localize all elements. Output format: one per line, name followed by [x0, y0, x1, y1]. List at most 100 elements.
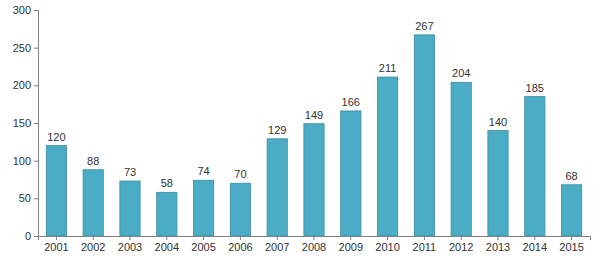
y-axis-line [34, 11, 39, 237]
x-tick-mark [350, 236, 351, 240]
x-tick-mark [130, 236, 131, 240]
x-tick: 2007 [265, 236, 289, 253]
x-axis-line [39, 237, 591, 241]
bar [451, 82, 471, 236]
bar [120, 181, 140, 236]
data-label: 88 [87, 155, 99, 167]
x-tick-mark [277, 236, 278, 240]
x-tick: 2001 [44, 236, 68, 253]
y-tick-mark [34, 161, 38, 162]
y-tick: 300 [13, 4, 38, 16]
x-tick-label: 2008 [302, 241, 326, 253]
bars [46, 35, 581, 236]
bar [304, 124, 324, 236]
x-tick: 2014 [523, 236, 547, 253]
x-tick-mark [240, 236, 241, 240]
data-label: 58 [161, 177, 173, 189]
x-tick-mark [56, 236, 57, 240]
data-label: 68 [565, 170, 577, 182]
x-tick-mark [534, 236, 535, 240]
bar [230, 183, 250, 236]
y-tick: 150 [13, 117, 38, 129]
x-tick-label: 2003 [118, 241, 142, 253]
y-tick-mark [34, 198, 38, 199]
data-label: 120 [47, 131, 65, 143]
x-tick: 2002 [81, 236, 105, 253]
x-tick-label: 2007 [265, 241, 289, 253]
y-tick-mark [34, 236, 38, 237]
x-tick-mark [387, 236, 388, 240]
y-tick-mark [34, 48, 38, 49]
y-tick-mark [34, 10, 38, 11]
bar [46, 146, 66, 236]
x-tick: 2011 [413, 236, 437, 253]
data-label: 74 [197, 165, 209, 177]
data-label: 73 [124, 166, 136, 178]
x-tick: 2004 [155, 236, 179, 253]
bar [83, 170, 103, 236]
x-tick-mark [203, 236, 204, 240]
y-tick: 250 [13, 42, 38, 54]
y-tick-label: 150 [13, 117, 31, 129]
y-tick-label: 300 [13, 4, 31, 16]
y-tick-mark [34, 123, 38, 124]
y-tick-label: 0 [25, 230, 31, 242]
x-tick-label: 2015 [559, 241, 583, 253]
x-tick-mark [498, 236, 499, 240]
data-label: 149 [305, 109, 323, 121]
x-tick-label: 2013 [486, 241, 510, 253]
y-tick-label: 100 [13, 155, 31, 167]
bar [267, 139, 287, 236]
x-tick-mark [461, 236, 462, 240]
x-tick-label: 2010 [375, 241, 399, 253]
x-tick-label: 2006 [228, 241, 252, 253]
data-label: 166 [342, 96, 360, 108]
bar [561, 185, 581, 236]
plot: 0501001502002503002001200220032004200520… [13, 4, 591, 253]
y-tick: 200 [13, 79, 38, 91]
bar [157, 192, 177, 236]
data-label: 70 [234, 168, 246, 180]
x-tick-label: 2009 [339, 241, 363, 253]
y-tick-mark [34, 85, 38, 86]
chart: 0501001502002503002001200220032004200520… [0, 0, 600, 261]
x-tick: 2008 [302, 236, 326, 253]
x-tick-mark [571, 236, 572, 240]
bar [377, 77, 397, 236]
x-tick-label: 2005 [191, 241, 215, 253]
bar [414, 35, 434, 236]
x-tick: 2003 [118, 236, 142, 253]
bar [341, 111, 361, 236]
x-tick-label: 2011 [413, 241, 437, 253]
data-label: 211 [379, 62, 397, 74]
y-tick-label: 250 [13, 42, 31, 54]
x-tick: 2009 [339, 236, 363, 253]
x-tick: 2010 [375, 236, 399, 253]
x-tick: 2015 [559, 236, 583, 253]
x-tick-mark [424, 236, 425, 240]
bar [525, 97, 545, 236]
data-label: 129 [268, 124, 286, 136]
x-axis: 2001 2002 2003 2004 2005 2006 2007 2008 2009 2010… [39, 236, 591, 253]
x-tick-label: 2001 [44, 241, 68, 253]
x-tick-mark [314, 236, 315, 240]
x-tick-label: 2014 [523, 241, 547, 253]
y-tick: 100 [13, 155, 38, 167]
y-tick: 0 [25, 230, 38, 242]
bar [488, 131, 508, 236]
x-tick-mark [93, 236, 94, 240]
data-label: 140 [489, 116, 507, 128]
x-tick-label: 2002 [81, 241, 105, 253]
x-tick-mark [166, 236, 167, 240]
data-label: 204 [452, 67, 470, 79]
x-tick: 2005 [191, 236, 215, 253]
x-tick-label: 2012 [449, 241, 473, 253]
bar [193, 180, 213, 236]
x-tick: 2013 [486, 236, 510, 253]
y-tick-label: 200 [13, 79, 31, 91]
x-tick: 2012 [449, 236, 473, 253]
x-tick: 2006 [228, 236, 252, 253]
y-axis: 050100150200250300 [13, 4, 39, 242]
x-tick-label: 2004 [155, 241, 179, 253]
data-labels: 120887358747012914916621126720414018568 [47, 20, 578, 189]
